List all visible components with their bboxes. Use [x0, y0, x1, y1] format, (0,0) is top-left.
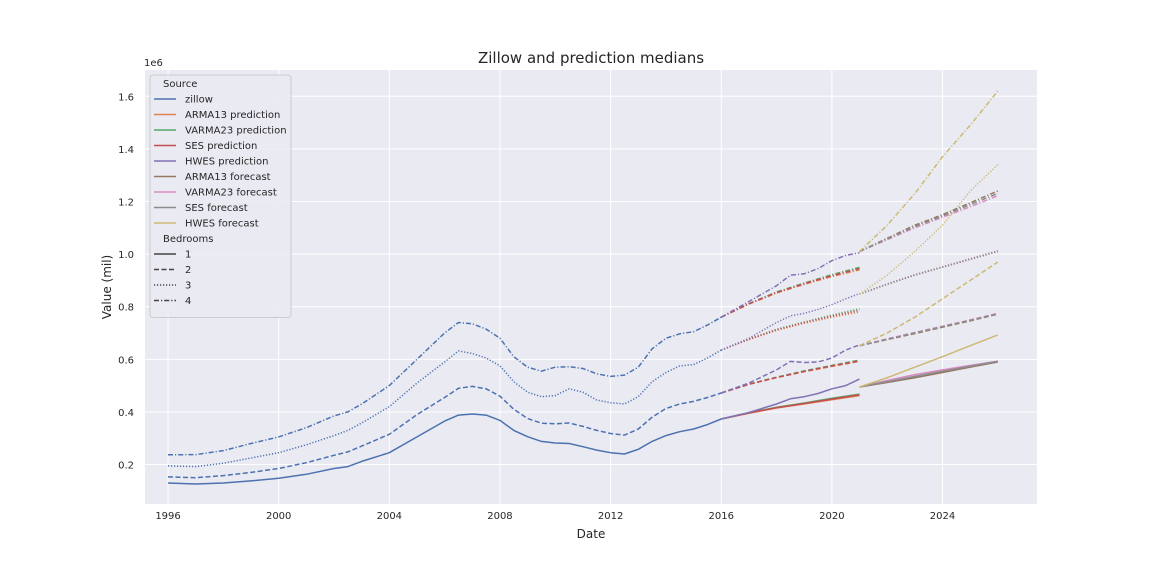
legend-title-source: Source	[163, 79, 197, 90]
series-line-ses-forecast-2br	[859, 313, 998, 347]
series-line-hwes-prediction-4br	[720, 252, 860, 318]
series-line-hwes-prediction-2br	[720, 344, 860, 394]
series-line-hwes-forecast-3br	[859, 164, 999, 295]
legend-entry: SES forecast	[185, 203, 248, 214]
legend-box	[149, 74, 292, 318]
series-line-zillow-2br	[167, 385, 722, 479]
x-tick-label: 2000	[266, 511, 291, 522]
legend-entry: HWES prediction	[185, 157, 268, 168]
x-tick-label: 2008	[487, 511, 512, 522]
legend: Source zillow ARMA13 prediction VARMA23 pre…	[149, 74, 292, 318]
x-axis-label: Date	[577, 527, 606, 541]
x-tick-label: 2016	[709, 511, 734, 522]
x-tick-label: 2024	[930, 511, 955, 522]
y-axis-label: Value (mil)	[100, 255, 114, 320]
legend-entry: 4	[185, 296, 191, 307]
series-line-ses-prediction-4br	[720, 267, 860, 318]
series-line-hwes-prediction-1br	[721, 378, 860, 420]
legend-entry: 1	[185, 250, 191, 261]
legend-entry: 3	[185, 281, 191, 292]
chart-title: Zillow and prediction medians	[478, 49, 704, 67]
x-tick-label: 2020	[819, 511, 844, 522]
series-lines	[167, 90, 999, 485]
legend-entry: ARMA13 prediction	[185, 110, 280, 121]
legend-title-bedrooms: Bedrooms	[163, 234, 213, 245]
legend-entry: VARMA23 prediction	[185, 126, 287, 137]
y-tick-label: 0.8	[118, 303, 134, 314]
legend-entry: SES prediction	[185, 141, 257, 152]
x-tick-label: 2012	[598, 511, 623, 522]
x-tick-label: 1996	[155, 511, 180, 522]
tick-labels: 1996 2000 2004 2008 2012 2016 2020 2024 0.2 0.4 0.…	[118, 92, 955, 522]
x-tick-label: 2004	[377, 511, 402, 522]
y-tick-label: 0.6	[118, 355, 134, 366]
legend-entry: HWES forecast	[185, 219, 259, 230]
y-tick-label: 1.4	[118, 145, 134, 156]
legend-entry: 2	[185, 265, 191, 276]
legend-entry: ARMA13 forecast	[185, 172, 271, 183]
plot-area	[145, 70, 1037, 504]
series-line-zillow-1br	[167, 413, 722, 485]
series-line-hwes-forecast-2br	[859, 261, 999, 347]
grid-lines	[145, 70, 1037, 504]
y-tick-label: 1.2	[118, 198, 134, 209]
series-line-arma13-forecast-4br	[859, 190, 999, 253]
series-line-ses-prediction-3br	[720, 309, 860, 351]
y-tick-label: 1.0	[118, 250, 134, 261]
y-tick-label: 0.4	[118, 408, 134, 419]
y-tick-label: 1.6	[118, 92, 134, 103]
series-line-zillow-4br	[167, 316, 722, 456]
series-line-ses-forecast-4br	[859, 192, 999, 253]
series-line-ses-forecast-1br	[859, 360, 998, 388]
series-line-hwes-forecast-4br	[858, 90, 999, 253]
series-line-ses-prediction-2br	[720, 360, 860, 394]
series-line-ses-forecast-3br	[859, 250, 999, 295]
legend-entry: zillow	[185, 95, 213, 106]
y-tick-label: 0.2	[118, 461, 134, 472]
y-offset-label: 1e6	[144, 58, 163, 69]
series-line-hwes-forecast-1br	[859, 334, 999, 388]
legend-entry: VARMA23 forecast	[185, 188, 277, 199]
